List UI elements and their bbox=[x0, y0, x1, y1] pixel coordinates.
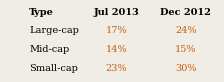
Text: Type: Type bbox=[29, 8, 54, 17]
Text: 14%: 14% bbox=[106, 45, 127, 54]
Text: Jul 2013: Jul 2013 bbox=[94, 8, 139, 17]
Text: Dec 2012: Dec 2012 bbox=[160, 8, 211, 17]
Text: Small-cap: Small-cap bbox=[29, 64, 78, 73]
Text: 15%: 15% bbox=[175, 45, 197, 54]
Text: Mid-cap: Mid-cap bbox=[29, 45, 69, 54]
Text: 30%: 30% bbox=[175, 64, 197, 73]
Text: Large-cap: Large-cap bbox=[29, 26, 79, 35]
Text: 23%: 23% bbox=[106, 64, 127, 73]
Text: 24%: 24% bbox=[175, 26, 197, 35]
Text: 17%: 17% bbox=[106, 26, 127, 35]
